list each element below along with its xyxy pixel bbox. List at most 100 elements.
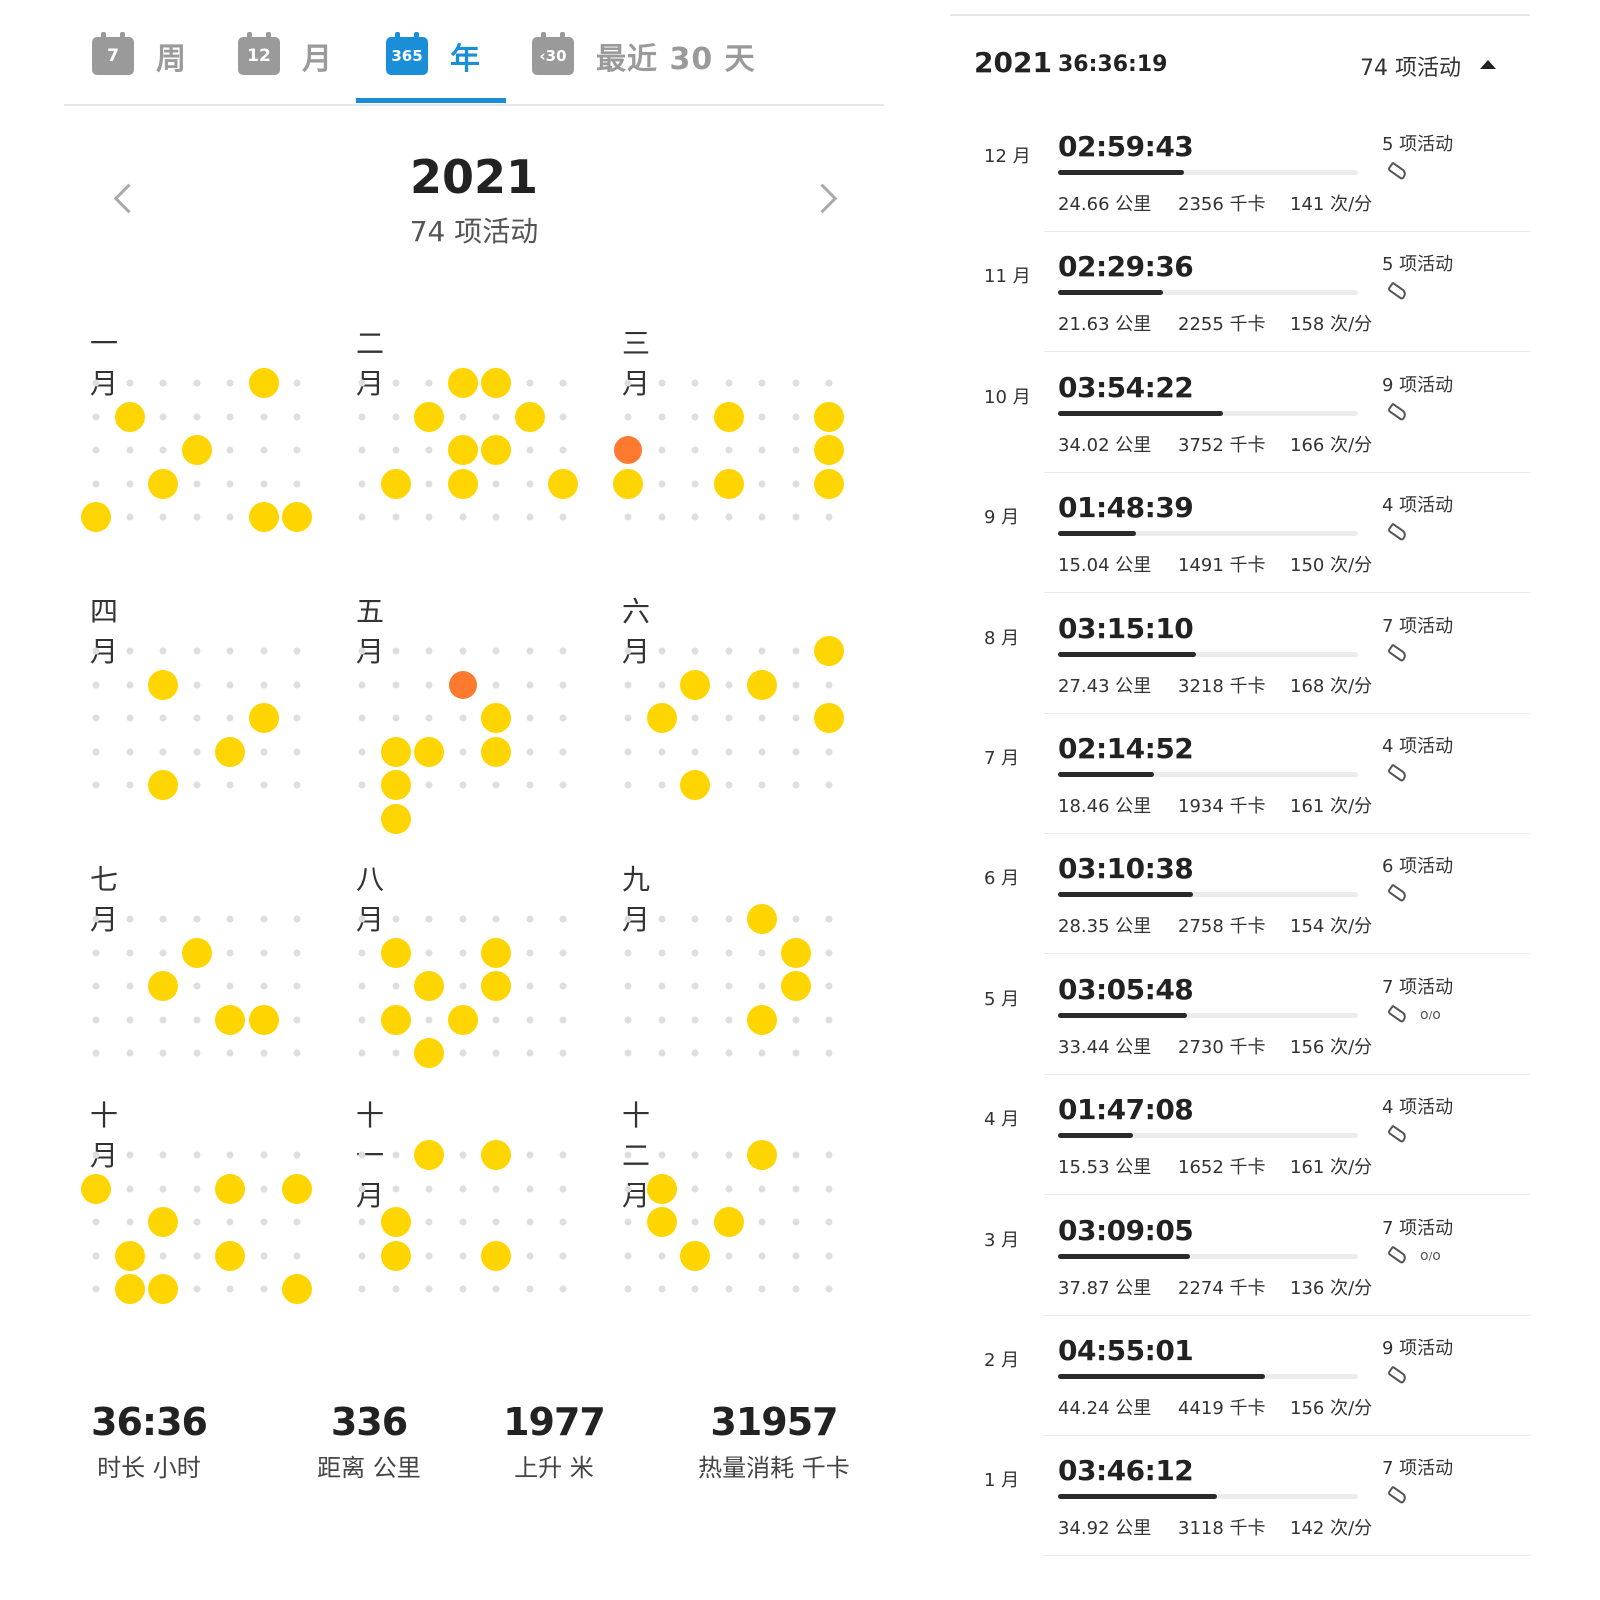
activity-day-dot[interactable] (780, 971, 811, 1001)
activity-day-dot[interactable] (481, 971, 511, 1001)
activity-day-dot[interactable] (814, 435, 844, 465)
activity-day-dot[interactable] (481, 435, 511, 465)
month-summary-row[interactable]: 5 月 03:05:48 33.44 公里 2730 千卡 156 次/分 7 项活动 o/… (950, 955, 1530, 1075)
activity-day-dot[interactable] (747, 904, 777, 934)
activity-day-dot[interactable] (646, 1207, 677, 1237)
activity-day-dot[interactable] (481, 736, 511, 767)
empty-day-dot (526, 1252, 533, 1259)
activity-day-dot[interactable] (248, 703, 279, 733)
collapse-caret-icon[interactable] (1480, 60, 1496, 69)
activity-day-dot[interactable] (81, 1173, 111, 1204)
activity-day-dot[interactable] (448, 670, 477, 699)
activity-day-dot[interactable] (248, 368, 279, 398)
month-summary-row[interactable]: 10 月 03:54:22 34.02 公里 3752 千卡 166 次/分 9 项活动 (950, 353, 1530, 473)
activity-day-dot[interactable] (114, 401, 145, 432)
activity-day-dot[interactable] (114, 1240, 145, 1271)
activity-day-dot[interactable] (380, 1207, 411, 1237)
tab-month[interactable]: 12 月 (238, 32, 333, 80)
month-summary-row[interactable]: 4 月 01:47:08 15.53 公里 1652 千卡 161 次/分 4 项活动 (950, 1075, 1530, 1196)
empty-day-dot (792, 1285, 799, 1293)
activity-day-dot[interactable] (215, 736, 245, 767)
activity-day-dot[interactable] (148, 1274, 178, 1304)
month-summary-row[interactable]: 1 月 03:46:12 34.92 公里 3118 千卡 142 次/分 7 项活动 (950, 1436, 1530, 1557)
activity-day-dot[interactable] (613, 468, 643, 499)
activity-day-dot[interactable] (380, 468, 411, 499)
activity-day-dot[interactable] (713, 401, 744, 432)
activity-day-dot[interactable] (548, 468, 578, 499)
row-duration: 03:15:10 (1058, 611, 1194, 645)
month-summary-row[interactable]: 6 月 03:10:38 28.35 公里 2758 千卡 154 次/分 6 项活动 (950, 834, 1530, 955)
activity-day-dot[interactable] (447, 435, 478, 465)
month-summary-row[interactable]: 9 月 01:48:39 15.04 公里 1491 千卡 150 次/分 4 项活动 (950, 473, 1530, 594)
activity-day-dot[interactable] (646, 703, 677, 733)
activity-day-dot[interactable] (215, 1240, 245, 1271)
month-summary-row[interactable]: 8 月 03:15:10 27.43 公里 3218 千卡 168 次/分 7 项活动 (950, 594, 1530, 714)
activity-day-dot[interactable] (380, 1240, 411, 1271)
activity-day-dot[interactable] (414, 1140, 444, 1170)
activity-day-dot[interactable] (380, 937, 411, 968)
empty-day-dot (492, 480, 500, 487)
duration-progress-bar (1058, 892, 1358, 898)
activity-day-dot[interactable] (380, 803, 411, 834)
activity-day-dot[interactable] (646, 1173, 677, 1204)
month-summary-row[interactable]: 2 月 04:55:01 44.24 公里 4419 千卡 156 次/分 9 项活动 (950, 1316, 1530, 1436)
activity-day-dot[interactable] (414, 971, 444, 1001)
activity-day-dot[interactable] (414, 736, 444, 767)
activity-day-dot[interactable] (148, 1207, 178, 1237)
empty-day-dot (658, 982, 665, 990)
tab-year[interactable]: 365 年 (386, 32, 481, 80)
activity-day-dot[interactable] (148, 669, 178, 700)
month-summary-row[interactable]: 11 月 02:29:36 21.63 公里 2255 千卡 158 次/分 5 项活动 (950, 232, 1530, 353)
activity-day-dot[interactable] (148, 468, 178, 499)
month-summary-row[interactable]: 7 月 02:14:52 18.46 公里 1934 千卡 161 次/分 4 项活动 (950, 714, 1530, 834)
activity-day-dot[interactable] (215, 1004, 245, 1035)
activity-day-dot[interactable] (380, 770, 411, 800)
activity-day-dot[interactable] (248, 1004, 279, 1035)
activity-day-dot[interactable] (481, 703, 511, 733)
activity-day-dot[interactable] (248, 502, 279, 532)
activity-day-dot[interactable] (447, 368, 478, 398)
activity-day-dot[interactable] (215, 1173, 245, 1204)
activity-day-dot[interactable] (747, 1004, 777, 1035)
activity-day-dot[interactable] (148, 971, 178, 1001)
activity-day-dot[interactable] (814, 636, 844, 666)
activity-day-dot[interactable] (81, 502, 111, 532)
activity-day-dot[interactable] (447, 1004, 478, 1035)
empty-day-dot (758, 513, 766, 521)
activity-day-dot[interactable] (414, 401, 444, 432)
activity-day-dot[interactable] (680, 770, 710, 800)
activity-day-dot[interactable] (680, 669, 710, 700)
month-summary-row[interactable]: 12 月 02:59:43 24.66 公里 2356 千卡 141 次/分 5 项活动 (950, 112, 1530, 232)
activity-day-dot[interactable] (282, 1274, 312, 1304)
activity-day-dot[interactable] (414, 1038, 444, 1068)
activity-day-dot[interactable] (181, 937, 212, 968)
activity-day-dot[interactable] (814, 401, 844, 432)
year-summary-row[interactable]: 2021 36:36:19 74 项活动 (950, 16, 1530, 112)
activity-day-dot[interactable] (780, 937, 811, 968)
activity-day-dot[interactable] (747, 669, 777, 700)
activity-day-dot[interactable] (114, 1274, 145, 1304)
activity-day-dot[interactable] (514, 401, 545, 432)
empty-day-dot (492, 681, 500, 688)
activity-day-dot[interactable] (481, 368, 511, 398)
activity-day-dot[interactable] (447, 468, 478, 499)
activity-day-dot[interactable] (380, 1004, 411, 1035)
activity-day-dot[interactable] (614, 436, 642, 464)
activity-day-dot[interactable] (680, 1240, 710, 1271)
activity-day-dot[interactable] (148, 770, 178, 800)
activity-day-dot[interactable] (814, 468, 844, 499)
activity-day-dot[interactable] (481, 1140, 511, 1170)
activity-day-dot[interactable] (481, 1240, 511, 1271)
activity-day-dot[interactable] (380, 736, 411, 767)
activity-day-dot[interactable] (481, 937, 511, 968)
activity-day-dot[interactable] (713, 468, 744, 499)
tab-last-30-days[interactable]: ‹30 最近 30 天 (532, 32, 756, 80)
activity-day-dot[interactable] (713, 1207, 744, 1237)
activity-day-dot[interactable] (814, 703, 844, 733)
activity-day-dot[interactable] (282, 502, 312, 532)
tab-week[interactable]: 7 周 (92, 32, 187, 80)
activity-day-dot[interactable] (282, 1173, 312, 1204)
activity-day-dot[interactable] (747, 1140, 777, 1170)
activity-day-dot[interactable] (181, 435, 212, 465)
month-summary-row[interactable]: 3 月 03:09:05 37.87 公里 2274 千卡 136 次/分 7 项活动 o/… (950, 1196, 1530, 1316)
